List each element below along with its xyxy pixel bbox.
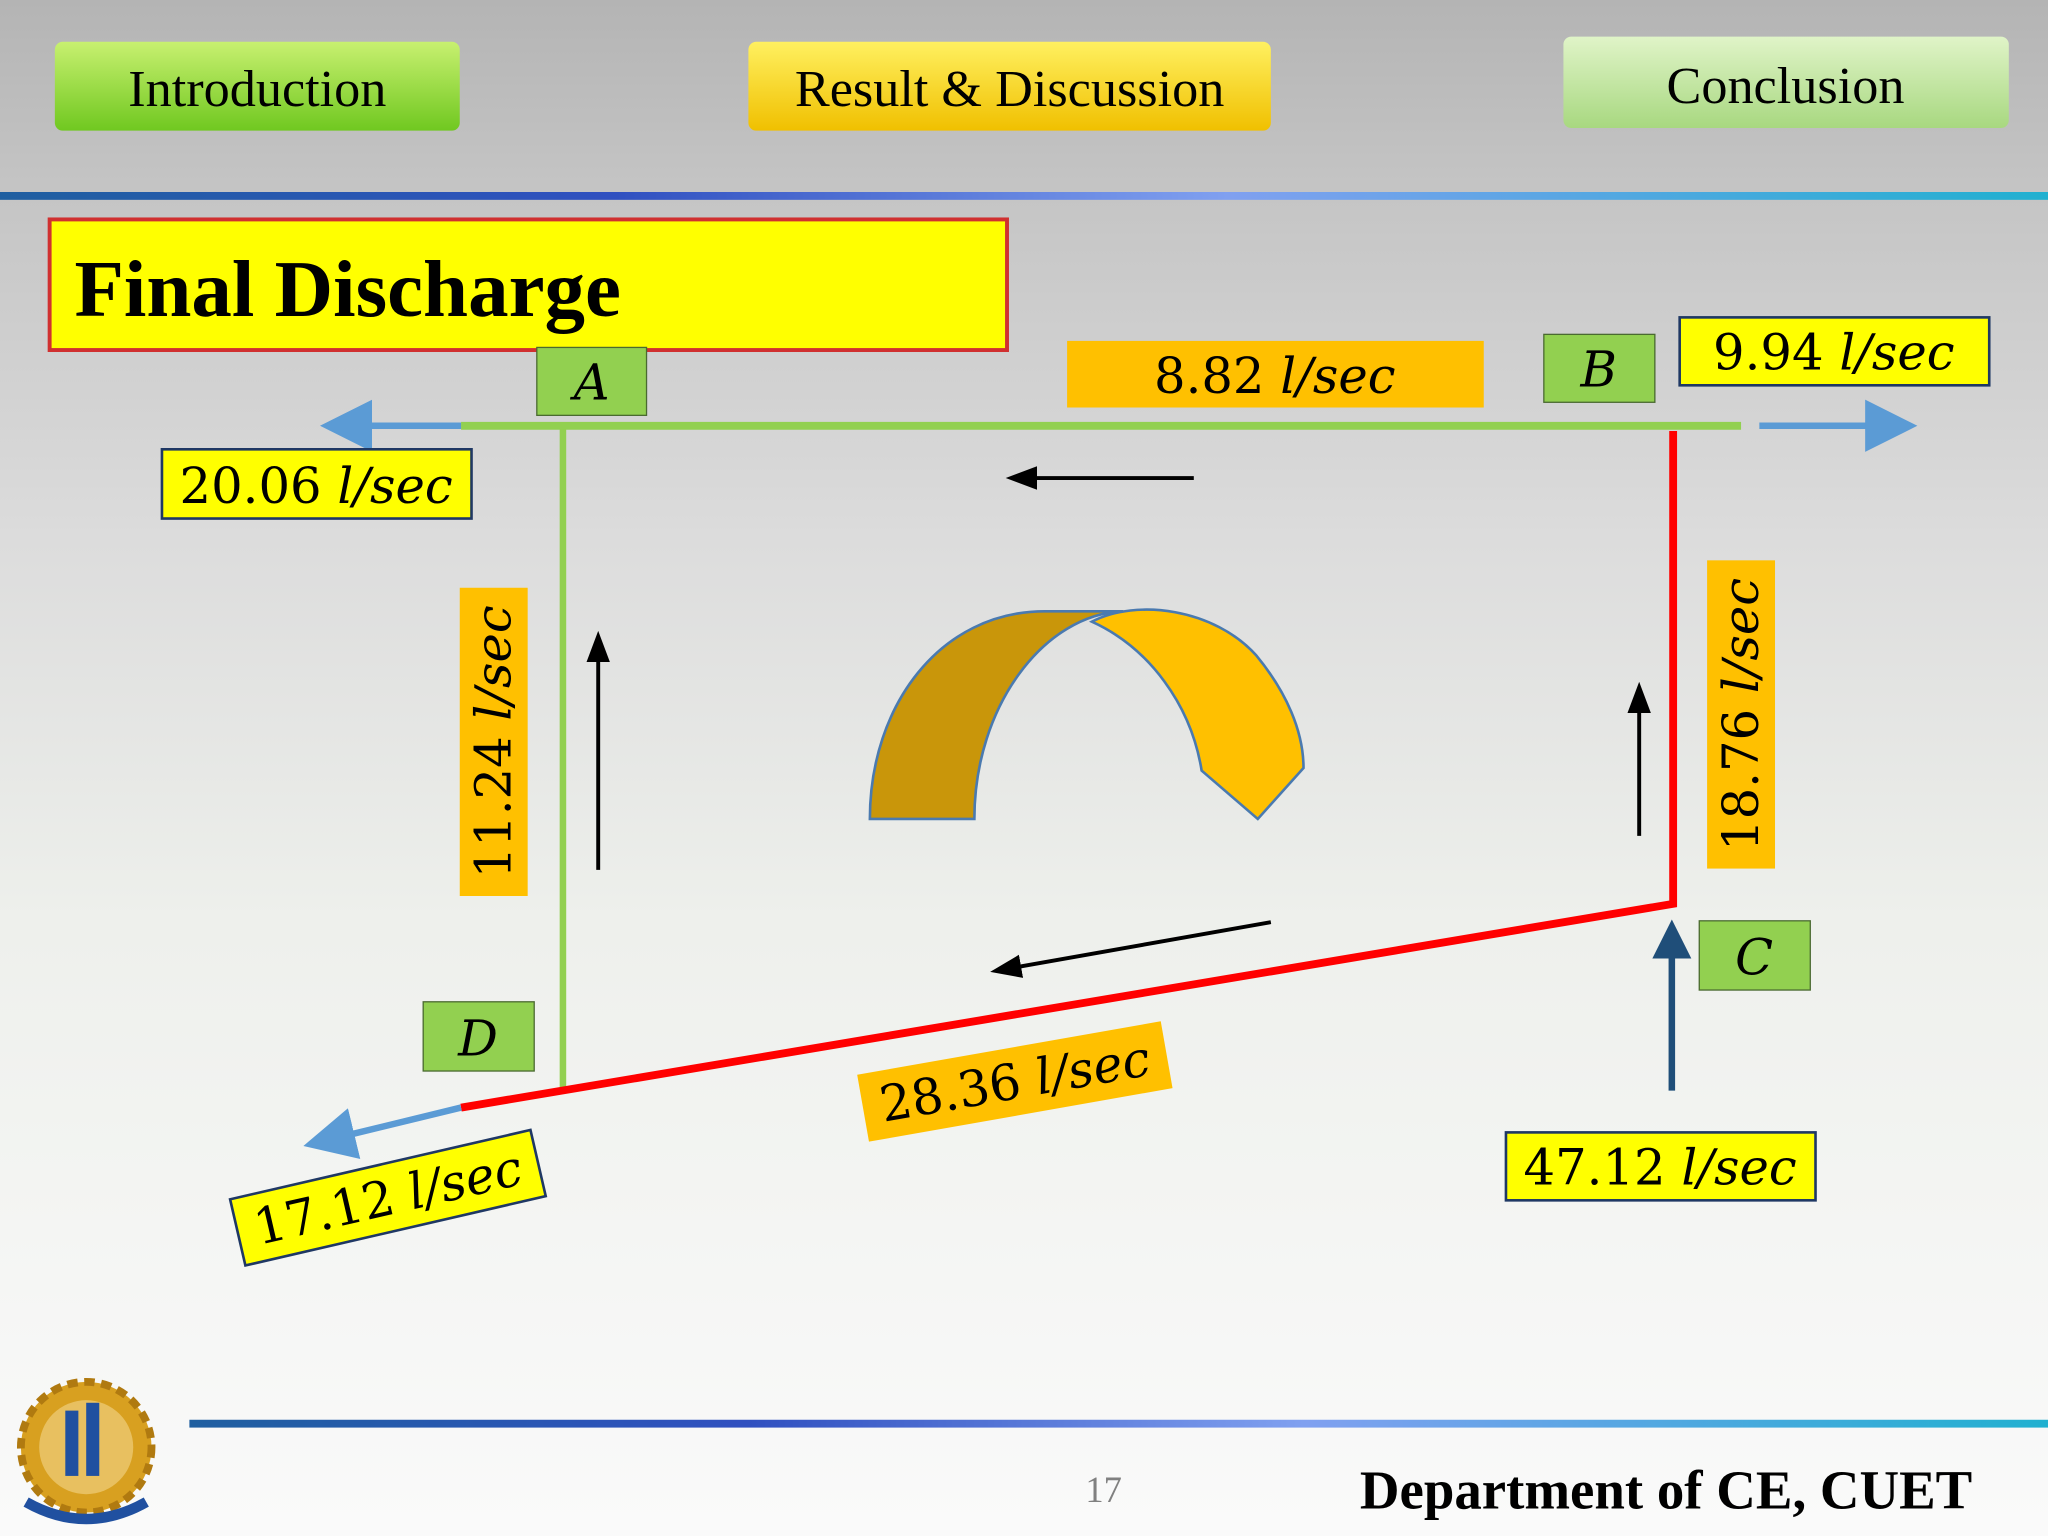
flow-unit: l/sec: [1839, 324, 1954, 382]
pipe: [460, 431, 1678, 1112]
flow-label: 47.12 l/sec: [1504, 1131, 1817, 1202]
header-rule: [0, 192, 2048, 200]
flow-unit: l/sec: [1280, 347, 1395, 405]
page-number: 17: [1085, 1469, 1122, 1510]
flow-value: 18.76: [1712, 709, 1770, 851]
flow-unit: l/sec: [1681, 1139, 1796, 1197]
direction-arrow: [990, 920, 1272, 978]
flow-label: 20.06 l/sec: [160, 447, 473, 520]
node-box: [536, 346, 648, 416]
loop-arrow: [868, 609, 1124, 821]
svg-text:11.24 l/sec: 11.24 l/sec: [465, 605, 523, 878]
flow-label: 11.24 l/sec: [459, 587, 528, 896]
title-box: [47, 217, 1009, 352]
flow-unit: l/sec: [465, 605, 523, 720]
footer-department: Department of CE, CUET: [1360, 1460, 1972, 1521]
nav-button[interactable]: [54, 41, 460, 131]
flow-value: 47.12: [1524, 1139, 1666, 1197]
flow-unit: l/sec: [1712, 578, 1770, 693]
node-label: D: [457, 1009, 498, 1067]
node-label: C: [1735, 928, 1773, 986]
flow-unit: l/sec: [337, 457, 452, 515]
outflow-arrow: [303, 1104, 462, 1159]
flow-value: 11.24: [465, 736, 523, 878]
flow-label: 9.94 l/sec: [1678, 316, 1991, 387]
node-label: A: [570, 354, 610, 412]
flow-label: 8.82 l/sec: [1067, 340, 1484, 408]
flow-value: 8.82: [1154, 347, 1265, 405]
svg-text:18.76 l/sec: 18.76 l/sec: [1712, 578, 1770, 851]
nav-label[interactable]: Conclusion: [1666, 57, 1904, 115]
node-box: [1698, 920, 1811, 991]
node-label: B: [1579, 341, 1616, 399]
logo: [16, 1377, 156, 1525]
node-box: [1543, 333, 1656, 403]
slide-title: Final Discharge: [74, 244, 621, 334]
pipes: [303, 399, 1918, 1159]
flow-value: 20.06: [180, 457, 322, 515]
nav-label[interactable]: Introduction: [128, 60, 386, 118]
svg-text:47.12 l/sec: 47.12 l/sec: [1524, 1139, 1797, 1197]
svg-text:9.94 l/sec: 9.94 l/sec: [1713, 324, 1955, 382]
node-box: [422, 1001, 535, 1072]
svg-text:8.82 l/sec: 8.82 l/sec: [1154, 347, 1396, 405]
svg-text:20.06 l/sec: 20.06 l/sec: [180, 457, 453, 515]
nav-button[interactable]: [748, 41, 1271, 131]
nav-button[interactable]: [1563, 36, 2009, 129]
loop-arrow: [1088, 608, 1305, 821]
flow-value: 9.94: [1713, 324, 1824, 382]
flow-label: 18.76 l/sec: [1707, 560, 1776, 869]
nav-label[interactable]: Result & Discussion: [795, 60, 1225, 118]
footer-rule: [189, 1419, 2048, 1428]
